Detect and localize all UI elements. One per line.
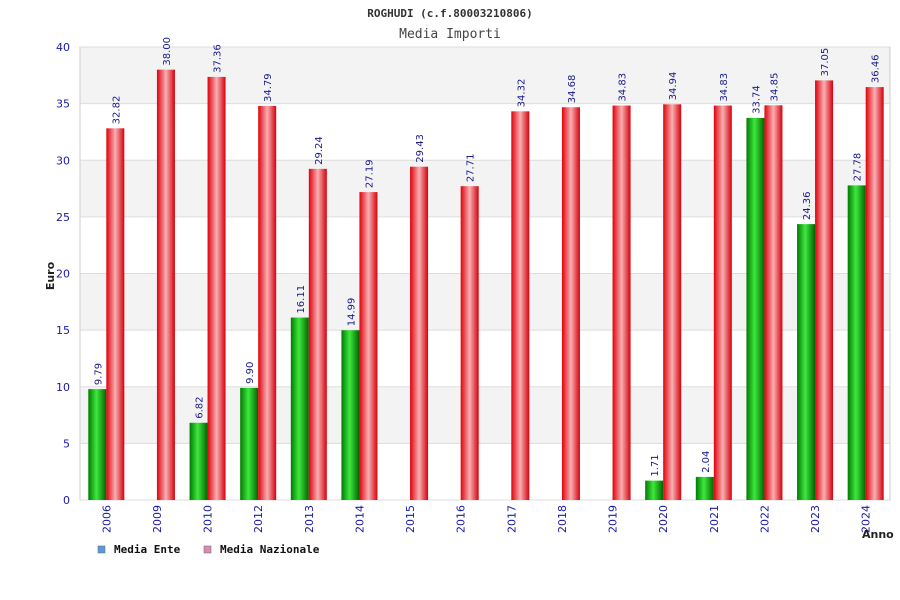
- bar-media-nazionale-2017: [511, 111, 530, 501]
- y-tick-label: 30: [56, 154, 70, 167]
- data-label: 38.00: [162, 37, 173, 66]
- data-label: 34.83: [618, 73, 629, 102]
- bar-media-nazionale-2020: [663, 104, 682, 500]
- legend: Media Ente Media Nazionale: [97, 543, 320, 556]
- x-tick-label: 2022: [758, 505, 771, 533]
- x-tick-label: 2019: [607, 505, 620, 533]
- x-tick-label: 2020: [657, 505, 670, 533]
- data-label: 32.82: [111, 96, 122, 125]
- x-tick-label: 2010: [202, 505, 215, 533]
- x-axis-ticks: 2006 2009 2010 2012 2013 2014 2015 2016 2017 2018…: [100, 505, 872, 533]
- x-tick-label: 2012: [252, 505, 265, 533]
- x-tick-label: 2024: [860, 505, 873, 533]
- data-label: 27.78: [853, 153, 864, 182]
- bar-media-ente-2022: [746, 117, 765, 500]
- data-label: 9.79: [93, 363, 104, 385]
- chart-subtitle: Media Importi: [399, 27, 501, 42]
- bar-media-ente-2024: [847, 185, 866, 501]
- bar-media-ente-2012: [240, 387, 259, 500]
- bar-media-nazionale-2016: [460, 186, 479, 500]
- data-label: 29.24: [314, 136, 325, 165]
- y-axis-ticks: 0 5 10 15 20 25 30 35 40: [56, 41, 70, 507]
- y-tick-label: 25: [56, 211, 70, 224]
- y-axis-label: Euro: [44, 261, 57, 290]
- bar-media-nazionale-2009: [156, 69, 175, 501]
- x-tick-label: 2017: [505, 505, 518, 533]
- data-label: 24.36: [802, 191, 813, 220]
- data-label: 29.43: [415, 134, 426, 163]
- y-tick-label: 15: [56, 324, 70, 337]
- x-tick-label: 2023: [809, 505, 822, 533]
- x-tick-label: 2018: [556, 505, 569, 533]
- bar-media-nazionale-2024: [865, 87, 884, 500]
- bar-media-nazionale-2013: [308, 168, 327, 500]
- data-label: 2.04: [701, 451, 712, 473]
- chart-title: ROGHUDI (c.f.80003210806): [367, 7, 533, 20]
- y-tick-label: 40: [56, 41, 70, 54]
- y-tick-label: 10: [56, 381, 70, 394]
- bar-media-nazionale-2021: [713, 105, 732, 501]
- data-label: 27.19: [364, 159, 375, 188]
- bar-media-ente-2021: [695, 476, 714, 500]
- y-tick-label: 20: [56, 268, 70, 281]
- x-tick-label: 2016: [455, 505, 468, 533]
- data-label: 34.83: [719, 73, 730, 102]
- x-tick-label: 2013: [303, 505, 316, 533]
- bar-media-ente-2010: [189, 422, 208, 500]
- data-label: 34.94: [668, 72, 679, 101]
- bar-media-ente-2013: [290, 317, 309, 500]
- data-label: 27.71: [466, 154, 477, 183]
- bar-media-nazionale-2023: [815, 80, 834, 500]
- bar-media-nazionale-2012: [258, 106, 277, 501]
- bar-media-nazionale-2010: [207, 76, 226, 500]
- data-label: 9.90: [245, 362, 256, 384]
- data-label: 36.46: [871, 54, 882, 83]
- data-label: 37.05: [820, 48, 831, 77]
- data-label: 14.99: [346, 298, 357, 327]
- y-tick-label: 35: [56, 98, 70, 111]
- legend-swatch: [203, 545, 212, 554]
- data-label: 34.79: [263, 73, 274, 102]
- value-labels: 9.79 32.82 38.00 6.82 37.36 9.90 34.79 16.11 29.…: [93, 37, 881, 477]
- bar-media-nazionale-2006: [106, 128, 125, 500]
- x-tick-label: 2006: [100, 505, 113, 533]
- bar-media-nazionale-2019: [612, 105, 631, 501]
- y-tick-label: 5: [63, 437, 70, 450]
- data-label: 34.85: [769, 73, 780, 102]
- data-label: 37.36: [213, 44, 224, 73]
- bar-media-ente-2006: [88, 389, 107, 500]
- legend-entry: Media Ente: [114, 543, 181, 556]
- x-axis-label: Anno: [862, 528, 894, 541]
- x-tick-label: 2014: [353, 505, 366, 533]
- bar-media-nazionale-2018: [561, 107, 580, 501]
- bar-media-ente-2014: [341, 330, 360, 500]
- x-tick-label: 2015: [404, 505, 417, 533]
- bar-media-ente-2023: [797, 224, 816, 501]
- x-tick-label: 2009: [151, 505, 164, 533]
- x-tick-label: 2021: [708, 505, 721, 533]
- bar-media-nazionale-2022: [764, 105, 783, 500]
- data-label: 33.74: [751, 85, 762, 114]
- legend-swatch: [97, 545, 106, 554]
- data-label: 34.32: [516, 79, 527, 108]
- legend-entry: Media Nazionale: [220, 543, 320, 556]
- data-label: 6.82: [195, 396, 206, 418]
- bar-media-ente-2020: [645, 480, 664, 500]
- y-tick-label: 0: [63, 494, 70, 507]
- data-label: 34.68: [567, 75, 578, 104]
- data-label: 1.71: [650, 454, 661, 476]
- data-label: 16.11: [296, 285, 307, 314]
- bars: [88, 69, 884, 501]
- bar-media-nazionale-2015: [410, 166, 429, 500]
- bar-media-nazionale-2014: [359, 192, 378, 501]
